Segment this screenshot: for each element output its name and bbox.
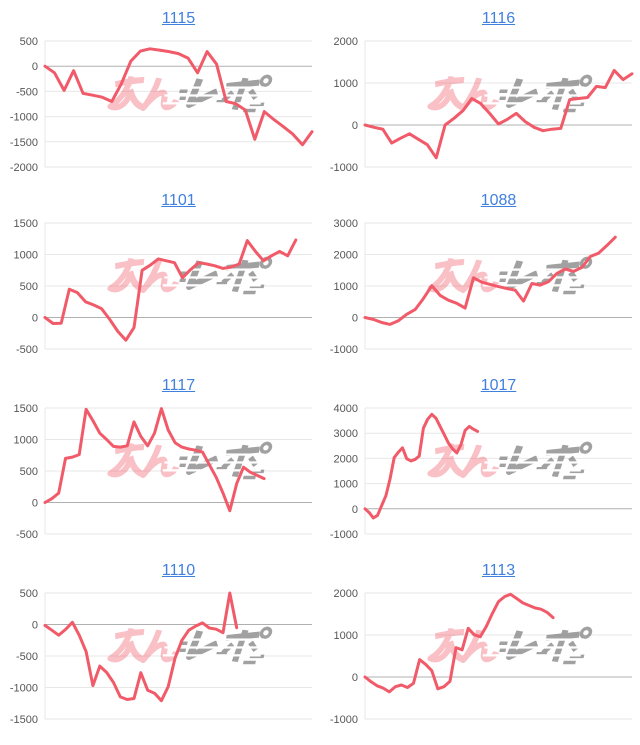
line-chart: 2000 1000 0 -1000 xyxy=(330,36,634,174)
svg-text:2000: 2000 xyxy=(334,453,358,465)
svg-text:2000: 2000 xyxy=(334,36,358,48)
svg-text:-1000: -1000 xyxy=(10,683,38,695)
chart-title-link[interactable]: 1110 xyxy=(161,562,196,579)
svg-text:-1000: -1000 xyxy=(330,344,358,356)
svg-text:1000: 1000 xyxy=(14,435,38,447)
chart-title-row: 1110 xyxy=(45,561,312,580)
svg-text:1000: 1000 xyxy=(14,250,38,262)
svg-text:1000: 1000 xyxy=(334,630,358,642)
line-chart: 500 0 -500 -1000 -1500 xyxy=(10,588,312,726)
svg-text:0: 0 xyxy=(32,61,38,73)
chart-title-row: 1113 xyxy=(365,561,632,580)
chart-title-row: 1116 xyxy=(365,9,632,28)
chart-title-link[interactable]: 1117 xyxy=(161,377,196,394)
svg-text:1500: 1500 xyxy=(14,403,38,415)
svg-text:500: 500 xyxy=(20,466,38,478)
svg-text:-500: -500 xyxy=(16,529,38,541)
chart-title-link[interactable]: 1101 xyxy=(161,192,196,209)
svg-text:1000: 1000 xyxy=(334,78,358,90)
chart-title-row: 1017 xyxy=(365,376,632,395)
svg-text:-500: -500 xyxy=(16,651,38,663)
svg-text:3000: 3000 xyxy=(334,218,358,230)
chart-title-link[interactable]: 1116 xyxy=(481,10,516,27)
line-chart: 1500 1000 500 0 -500 xyxy=(14,403,312,541)
line-chart: 1500 1000 500 0 -500 xyxy=(14,218,312,356)
line-chart: 500 0 -500 -1000 -1500 -2000 xyxy=(10,36,314,174)
svg-text:2000: 2000 xyxy=(334,250,358,262)
chart-cell: 1113 2000 1000 0 -1000 xyxy=(320,560,640,745)
svg-text:-1500: -1500 xyxy=(10,137,38,149)
chart-title-link[interactable]: 1115 xyxy=(161,10,196,27)
chart-cell: 1115 500 0 -500 -1000 -1500 -2000 xyxy=(0,0,320,190)
svg-text:0: 0 xyxy=(352,313,358,325)
svg-text:0: 0 xyxy=(32,498,38,510)
chart-title-row: 1115 xyxy=(45,9,312,28)
svg-text:3000: 3000 xyxy=(334,428,358,440)
chart-title-row: 1101 xyxy=(45,191,312,210)
svg-text:0: 0 xyxy=(32,620,38,632)
svg-text:500: 500 xyxy=(20,36,38,48)
chart-cell: 1116 2000 1000 0 -1000 xyxy=(320,0,640,190)
chart-title-link[interactable]: 1113 xyxy=(481,562,516,579)
chart-title-link[interactable]: 1017 xyxy=(480,377,517,394)
chart-title-link[interactable]: 1088 xyxy=(480,192,517,209)
chart-cell: 1088 3000 2000 1000 0 -1000 xyxy=(320,190,640,375)
chart-title-row: 1088 xyxy=(365,191,632,210)
svg-text:500: 500 xyxy=(20,588,38,600)
svg-text:-1000: -1000 xyxy=(330,714,358,726)
chart-title-row: 1117 xyxy=(45,376,312,395)
svg-text:1500: 1500 xyxy=(14,218,38,230)
svg-text:1000: 1000 xyxy=(334,479,358,491)
line-chart: 3000 2000 1000 0 -1000 xyxy=(330,218,632,356)
chart-cell: 1017 4000 3000 2000 1000 0 -1000 xyxy=(320,375,640,560)
svg-text:0: 0 xyxy=(352,672,358,684)
svg-text:0: 0 xyxy=(352,120,358,132)
svg-text:-500: -500 xyxy=(16,86,38,98)
svg-text:-1500: -1500 xyxy=(10,714,38,726)
svg-text:500: 500 xyxy=(20,281,38,293)
chart-cell: 1101 1500 1000 500 0 -500 xyxy=(0,190,320,375)
svg-text:-500: -500 xyxy=(16,344,38,356)
svg-text:0: 0 xyxy=(352,504,358,516)
svg-text:-1000: -1000 xyxy=(10,112,38,124)
line-chart: 2000 1000 0 -1000 xyxy=(330,588,632,726)
svg-text:2000: 2000 xyxy=(334,588,358,600)
line-chart: 4000 3000 2000 1000 0 -1000 xyxy=(330,403,632,541)
svg-text:0: 0 xyxy=(32,313,38,325)
svg-text:-1000: -1000 xyxy=(330,162,358,174)
chart-cell: 1110 500 0 -500 -1000 -1500 xyxy=(0,560,320,745)
svg-text:-2000: -2000 xyxy=(10,162,38,174)
chart-cell: 1117 1500 1000 500 0 -500 xyxy=(0,375,320,560)
svg-text:4000: 4000 xyxy=(334,403,358,415)
svg-text:-1000: -1000 xyxy=(330,529,358,541)
svg-text:1000: 1000 xyxy=(334,281,358,293)
